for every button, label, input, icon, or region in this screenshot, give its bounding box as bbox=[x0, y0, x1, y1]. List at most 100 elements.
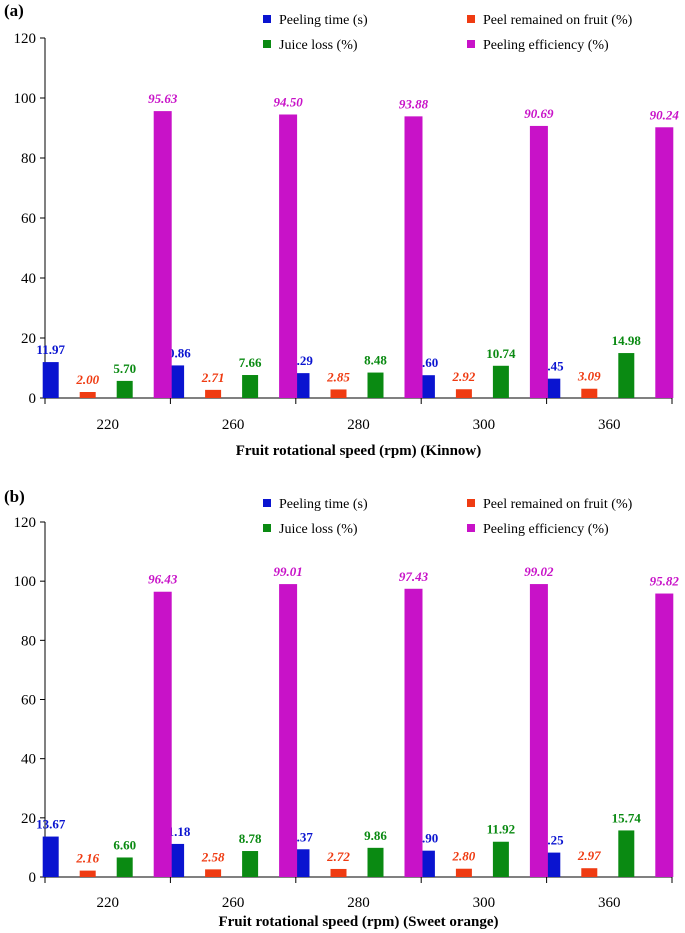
data-label: 2.80 bbox=[452, 849, 476, 864]
data-label: 90.69 bbox=[524, 106, 554, 121]
y-tick-label: 0 bbox=[29, 870, 37, 886]
bar-peeling-time-s bbox=[293, 373, 310, 398]
bar-juice-loss bbox=[242, 375, 259, 398]
bar-juice-loss bbox=[492, 841, 509, 877]
legend-entry: Juice loss (%) bbox=[279, 522, 358, 537]
bar-peel-remained-on-fruit bbox=[581, 388, 598, 398]
data-label: 99.02 bbox=[524, 564, 554, 579]
legend-swatch bbox=[467, 524, 475, 532]
y-tick-label: 0 bbox=[29, 391, 37, 407]
bar-juice-loss bbox=[618, 353, 635, 398]
legend-swatch bbox=[263, 499, 271, 507]
data-label: 11.92 bbox=[487, 822, 516, 837]
y-tick-label: 80 bbox=[21, 633, 36, 649]
legend-entry: Peeling time (s) bbox=[279, 497, 368, 512]
bar-peeling-efficiency bbox=[529, 125, 548, 399]
legend-entry: Peel remained on fruit (%) bbox=[483, 497, 633, 512]
bar-peel-remained-on-fruit bbox=[455, 389, 472, 398]
data-label: 11.97 bbox=[36, 342, 65, 357]
bar-peel-remained-on-fruit bbox=[79, 392, 96, 398]
x-tick-label: 260 bbox=[222, 417, 245, 433]
legend-swatch bbox=[467, 499, 475, 507]
bar-peel-remained-on-fruit bbox=[205, 869, 222, 877]
bar-peeling-time-s bbox=[293, 849, 310, 877]
chart-panel-b: (b) 0 20 40 60 80 100 120 220 260 280 300 360 Fruit r… bbox=[4, 487, 679, 930]
legend-entry: Peeling efficiency (%) bbox=[483, 38, 609, 53]
bar-juice-loss bbox=[116, 380, 133, 398]
x-tick-label: 300 bbox=[473, 417, 496, 433]
bar-juice-loss bbox=[367, 847, 384, 877]
bar-juice-loss bbox=[242, 851, 259, 877]
legend-swatch bbox=[263, 40, 271, 48]
bar-peeling-time-s bbox=[42, 362, 59, 398]
data-label: 90.24 bbox=[650, 107, 680, 122]
bar-peel-remained-on-fruit bbox=[79, 870, 96, 877]
data-label: 94.50 bbox=[273, 95, 303, 110]
legend-swatch bbox=[467, 15, 475, 23]
bar-peeling-efficiency bbox=[153, 591, 172, 877]
data-label: 97.43 bbox=[399, 569, 429, 584]
bar-peeling-time-s bbox=[168, 365, 185, 398]
data-label: 9.86 bbox=[364, 828, 387, 843]
bar-peeling-efficiency bbox=[529, 584, 548, 877]
bar-peeling-efficiency bbox=[404, 116, 423, 399]
bar-juice-loss bbox=[492, 365, 509, 398]
data-label: 95.63 bbox=[148, 91, 178, 106]
data-label: 3.09 bbox=[577, 369, 601, 384]
data-label: 10.74 bbox=[486, 346, 516, 361]
x-tick-label: 360 bbox=[598, 895, 621, 911]
data-label: 8.48 bbox=[364, 353, 387, 368]
bar-peeling-efficiency bbox=[153, 111, 172, 399]
y-tick-label: 60 bbox=[21, 693, 36, 709]
x-tick-label: 260 bbox=[222, 895, 245, 911]
legend-entry: Juice loss (%) bbox=[279, 38, 358, 53]
bar-peel-remained-on-fruit bbox=[330, 389, 347, 398]
bar-peeling-efficiency bbox=[655, 127, 674, 398]
data-label: 99.01 bbox=[273, 564, 302, 579]
bar-peeling-time-s bbox=[544, 852, 561, 877]
data-label: 15.74 bbox=[612, 810, 642, 825]
y-tick-label: 40 bbox=[21, 271, 36, 287]
x-tick-label: 360 bbox=[598, 417, 621, 433]
y-tick-label: 80 bbox=[21, 151, 36, 167]
data-label: 2.71 bbox=[201, 370, 225, 385]
data-label: 2.97 bbox=[577, 848, 601, 863]
data-label: 2.16 bbox=[75, 851, 99, 866]
bar-peel-remained-on-fruit bbox=[455, 868, 472, 877]
legend-swatch bbox=[263, 524, 271, 532]
legend-entry: Peeling efficiency (%) bbox=[483, 522, 609, 537]
legend-swatch bbox=[263, 15, 271, 23]
y-tick-label: 120 bbox=[14, 515, 37, 531]
y-tick-label: 100 bbox=[14, 91, 37, 107]
y-tick-label: 100 bbox=[14, 574, 37, 590]
bar-juice-loss bbox=[367, 372, 384, 398]
bar-peeling-efficiency bbox=[279, 114, 298, 398]
bar-peeling-time-s bbox=[418, 850, 435, 877]
bar-peel-remained-on-fruit bbox=[205, 389, 222, 398]
bar-peeling-efficiency bbox=[279, 584, 298, 877]
data-label: 14.98 bbox=[612, 333, 642, 348]
data-label: 7.66 bbox=[239, 355, 262, 370]
x-tick-label: 280 bbox=[347, 895, 370, 911]
bar-peeling-efficiency bbox=[655, 593, 674, 877]
x-tick-label: 220 bbox=[96, 417, 119, 433]
data-label: 2.92 bbox=[452, 369, 476, 384]
y-tick-label: 20 bbox=[21, 331, 36, 347]
bar-juice-loss bbox=[618, 830, 635, 877]
legend-entry: Peeling time (s) bbox=[279, 13, 368, 28]
y-tick-label: 40 bbox=[21, 752, 36, 768]
data-label: 93.88 bbox=[399, 96, 429, 111]
data-label: 2.85 bbox=[326, 369, 350, 384]
legend-entry: Peel remained on fruit (%) bbox=[483, 13, 633, 28]
bar-peeling-time-s bbox=[418, 375, 435, 398]
bar-peeling-time-s bbox=[544, 378, 561, 398]
data-label: 96.43 bbox=[148, 572, 178, 587]
bar-peeling-efficiency bbox=[404, 588, 423, 877]
bar-peeling-time-s bbox=[168, 843, 185, 877]
data-label: 2.72 bbox=[326, 849, 350, 864]
x-tick-label: 300 bbox=[473, 895, 496, 911]
x-tick-label: 280 bbox=[347, 417, 370, 433]
x-tick-label: 220 bbox=[96, 895, 119, 911]
data-label: 6.60 bbox=[113, 837, 136, 852]
